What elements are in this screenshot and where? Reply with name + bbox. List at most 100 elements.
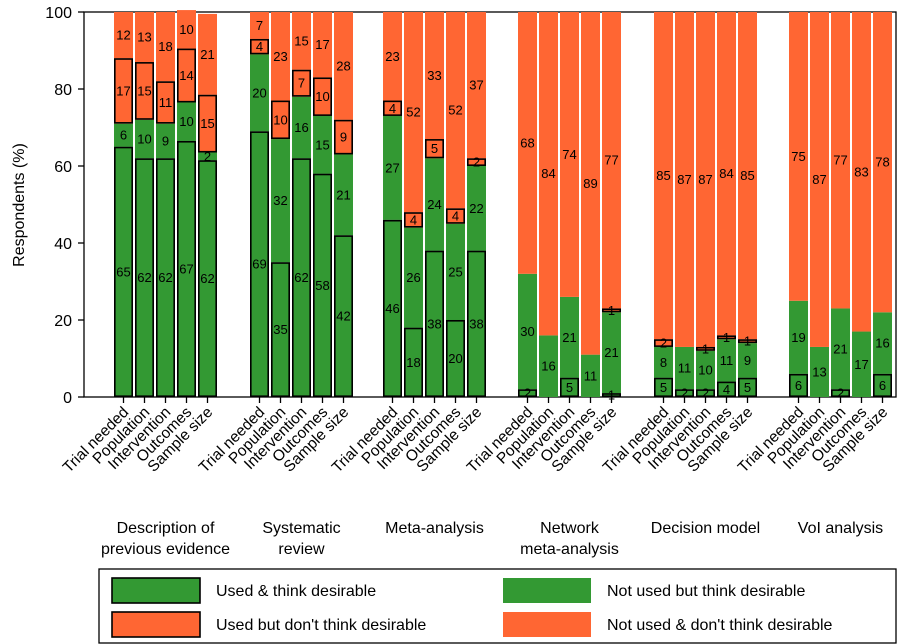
data-label: 6	[879, 378, 886, 393]
bar-segment-notused_desirable	[334, 154, 353, 236]
bar-segment-notused_notdesirable	[518, 12, 537, 274]
bar-segment-notused_desirable	[654, 346, 673, 378]
data-label: 2	[702, 386, 709, 401]
bar-segment-used_desirable	[873, 373, 892, 397]
bar-segment-notused_desirable	[602, 312, 621, 394]
bar-segment-notused_notdesirable	[198, 13, 217, 95]
bar-segment-used_notdesirable	[334, 119, 353, 155]
bar-segment-notused_notdesirable	[581, 12, 600, 355]
bar-segment-used_desirable	[717, 381, 736, 397]
bar-segment-notused_desirable	[313, 115, 332, 174]
data-label: 87	[812, 172, 826, 187]
bar-segment-notused_notdesirable	[789, 12, 808, 301]
bar-segment-used_notdesirable	[404, 212, 423, 228]
bar-segment-notused_desirable	[675, 346, 694, 390]
data-label: 37	[469, 78, 483, 93]
data-label: 84	[719, 166, 733, 181]
bar-outline-used_desirable	[403, 327, 423, 397]
data-label: 46	[385, 301, 399, 316]
data-label: 62	[200, 271, 214, 286]
data-label: 12	[116, 28, 130, 43]
data-label: 21	[562, 330, 576, 345]
bar-segment-notused_desirable	[425, 158, 444, 251]
data-label: 67	[179, 261, 193, 276]
bar-outline-used_notdesirable	[177, 48, 197, 103]
data-label: 75	[791, 149, 805, 164]
bar-outline-used_desirable	[737, 377, 757, 397]
bar-segment-notused_desirable	[404, 227, 423, 328]
bar-segment-used_desirable	[467, 250, 486, 397]
bar-segment-notused_desirable	[560, 296, 579, 378]
data-label: 10	[315, 89, 329, 104]
bar-outline-used_desirable	[424, 250, 444, 397]
bar-segment-used_desirable	[602, 393, 621, 397]
bar-segment-notused_notdesirable	[425, 12, 444, 140]
bar-segment-used_desirable	[250, 131, 269, 397]
data-label: 17	[854, 357, 868, 372]
bar-segment-notused_notdesirable	[135, 12, 154, 63]
data-label: 26	[406, 270, 420, 285]
data-label: 18	[406, 355, 420, 370]
bar-segment-used_desirable	[789, 373, 808, 397]
group-label: previous evidence	[101, 541, 230, 558]
data-label: 2	[660, 336, 667, 351]
bar-segment-used_notdesirable	[446, 208, 465, 224]
bar-segment-notused_notdesirable	[602, 12, 621, 309]
data-label: 11	[159, 95, 173, 110]
bar-segment-used_notdesirable	[135, 62, 154, 120]
data-label: 27	[385, 160, 399, 175]
bar-outline-used_notdesirable	[445, 208, 465, 224]
bar-segment-notused_desirable	[114, 123, 133, 147]
data-label: 30	[520, 324, 534, 339]
data-label: 11	[720, 353, 734, 368]
bar-outline-used_notdesirable	[466, 158, 486, 167]
data-label: 5	[431, 141, 438, 156]
bar-outline-used_desirable	[695, 389, 715, 398]
bar-outline-used_desirable	[198, 160, 218, 397]
bar-segment-notused_notdesirable	[404, 12, 423, 213]
bar-outline-used_desirable	[382, 219, 402, 397]
data-label: 1	[608, 303, 615, 318]
legend-swatch-used_desirable	[111, 577, 201, 604]
legend-swatch-used_notdesirable	[111, 611, 201, 638]
data-label: 32	[273, 193, 287, 208]
data-label: 83	[854, 164, 868, 179]
bar-outline-used_notdesirable	[403, 212, 423, 228]
data-label: 84	[541, 166, 555, 181]
bar-segment-notused_desirable	[292, 96, 311, 159]
bar-outline-used_notdesirable	[250, 38, 270, 55]
data-label: 10	[137, 132, 151, 147]
group-label: Description of	[117, 520, 215, 537]
data-label: 52	[406, 105, 420, 120]
y-tick-label: 0	[63, 390, 72, 407]
data-label: 77	[604, 153, 618, 168]
data-label: 25	[448, 264, 462, 279]
bar-segment-notused_notdesirable	[114, 12, 133, 59]
bar-outline-used_notdesirable	[198, 94, 218, 153]
data-label: 4	[389, 101, 396, 116]
data-label: 16	[875, 336, 889, 351]
bar-segment-notused_notdesirable	[467, 12, 486, 159]
bar-outline-used_desirable	[291, 158, 311, 398]
bar-segment-notused_notdesirable	[654, 12, 673, 340]
bar-segment-notused_desirable	[696, 350, 715, 390]
data-label: 15	[294, 33, 308, 48]
data-label: 16	[294, 120, 308, 135]
bar-segment-notused_notdesirable	[738, 12, 757, 340]
bar-outline-used_desirable	[674, 389, 694, 398]
y-tick-label: 40	[54, 236, 72, 253]
bar-segment-notused_notdesirable	[696, 12, 715, 347]
bar-segment-used_notdesirable	[425, 139, 444, 159]
bar-segment-notused_desirable	[383, 115, 402, 220]
data-label: 1	[702, 341, 709, 356]
bar-outline-used_desirable	[250, 131, 270, 397]
data-label: 20	[448, 351, 462, 366]
legend: Used & think desirable Not used but think…	[98, 568, 897, 644]
data-label: 13	[137, 30, 151, 45]
bar-segment-used_notdesirable	[602, 308, 621, 313]
bar-outline-used_notdesirable	[156, 81, 176, 124]
bar-outline-used_desirable	[559, 377, 579, 397]
group-label: meta-analysis	[520, 541, 619, 558]
bar-segment-used_desirable	[292, 158, 311, 397]
bar-segment-used_notdesirable	[717, 335, 736, 340]
